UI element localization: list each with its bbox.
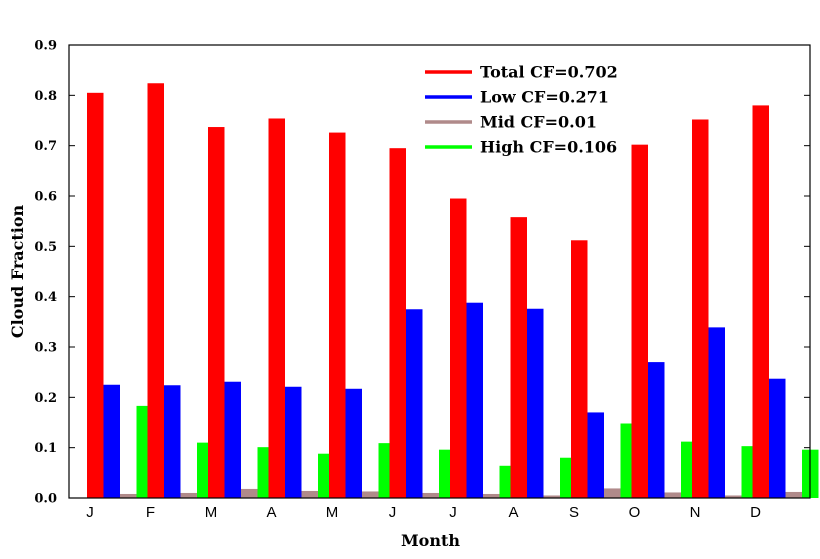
y-tick-label: 0.5 [34,240,57,255]
legend-label: Low CF=0.271 [480,88,609,107]
bar-low [527,308,544,498]
y-tick-label: 0.1 [34,441,57,456]
bar-mid [604,488,621,498]
x-tick-label: J [389,504,397,521]
bar-total [450,198,467,498]
x-tick-label: M [326,504,339,521]
y-tick-label: 0.2 [34,391,57,406]
bar-mid [664,492,681,498]
x-tick-label: O [629,504,641,521]
bar-low [406,309,423,498]
bar-mid [785,491,802,498]
x-tick-label: A [266,504,276,521]
bar-total [631,144,648,498]
bar-mid [362,491,379,498]
x-axis-title: Month [401,531,460,550]
bar-total [87,92,104,499]
bar-low [345,388,362,498]
bar-low [648,362,665,498]
legend-label: Total CF=0.702 [480,63,618,82]
x-tick-label: S [569,504,579,521]
bar-mid [422,492,439,498]
x-tick-label: J [449,504,457,521]
x-tick-label: M [205,504,218,521]
bar-mid [241,488,258,498]
bar-total [510,217,527,498]
y-tick-label: 0.9 [34,39,57,54]
legend-label: High CF=0.106 [480,138,617,157]
legend-label: Mid CF=0.01 [480,113,597,132]
y-tick-label: 0.7 [34,139,57,154]
bar-mid [483,493,500,498]
y-tick-label: 0.0 [34,492,57,507]
bar-total [268,118,285,498]
bar-low [708,327,725,498]
bar-low [587,412,604,498]
bar-total [389,148,406,498]
bar-mid [725,495,742,498]
x-tick-label: N [690,504,701,521]
bar-mid [120,493,137,498]
y-axis-ticks: 0.0 0.1 0.2 0.3 0.4 0.5 0.6 0.7 0.8 0.9 [34,39,810,507]
y-axis-title: Cloud Fraction [8,205,27,339]
bar-total [329,132,346,498]
y-tick-label: 0.8 [34,89,57,104]
bar-total [208,127,225,498]
bar-total [571,240,588,498]
plot-frame [68,44,811,499]
bar-low [769,378,786,498]
x-tick-label: A [508,504,518,521]
bar-low [224,381,241,498]
bar-mid [180,492,197,498]
bar-low [164,385,181,498]
x-tick-label: F [146,504,155,521]
bar-total [752,105,769,499]
bars-group [87,83,819,499]
x-tick-label: J [86,504,94,521]
bar-low [285,386,302,498]
y-tick-label: 0.6 [34,190,57,205]
bar-total [147,83,164,499]
y-tick-label: 0.4 [34,290,57,305]
y-tick-label: 0.3 [34,341,57,356]
bar-total [692,119,709,498]
x-tick-label: D [750,504,761,521]
bar-low [466,302,483,498]
bar-mid [301,490,318,498]
bar-low [103,384,120,498]
bar-mid [543,495,560,498]
legend: Total CF=0.702 Low CF=0.271 Mid CF=0.01 Hig… [425,63,618,157]
